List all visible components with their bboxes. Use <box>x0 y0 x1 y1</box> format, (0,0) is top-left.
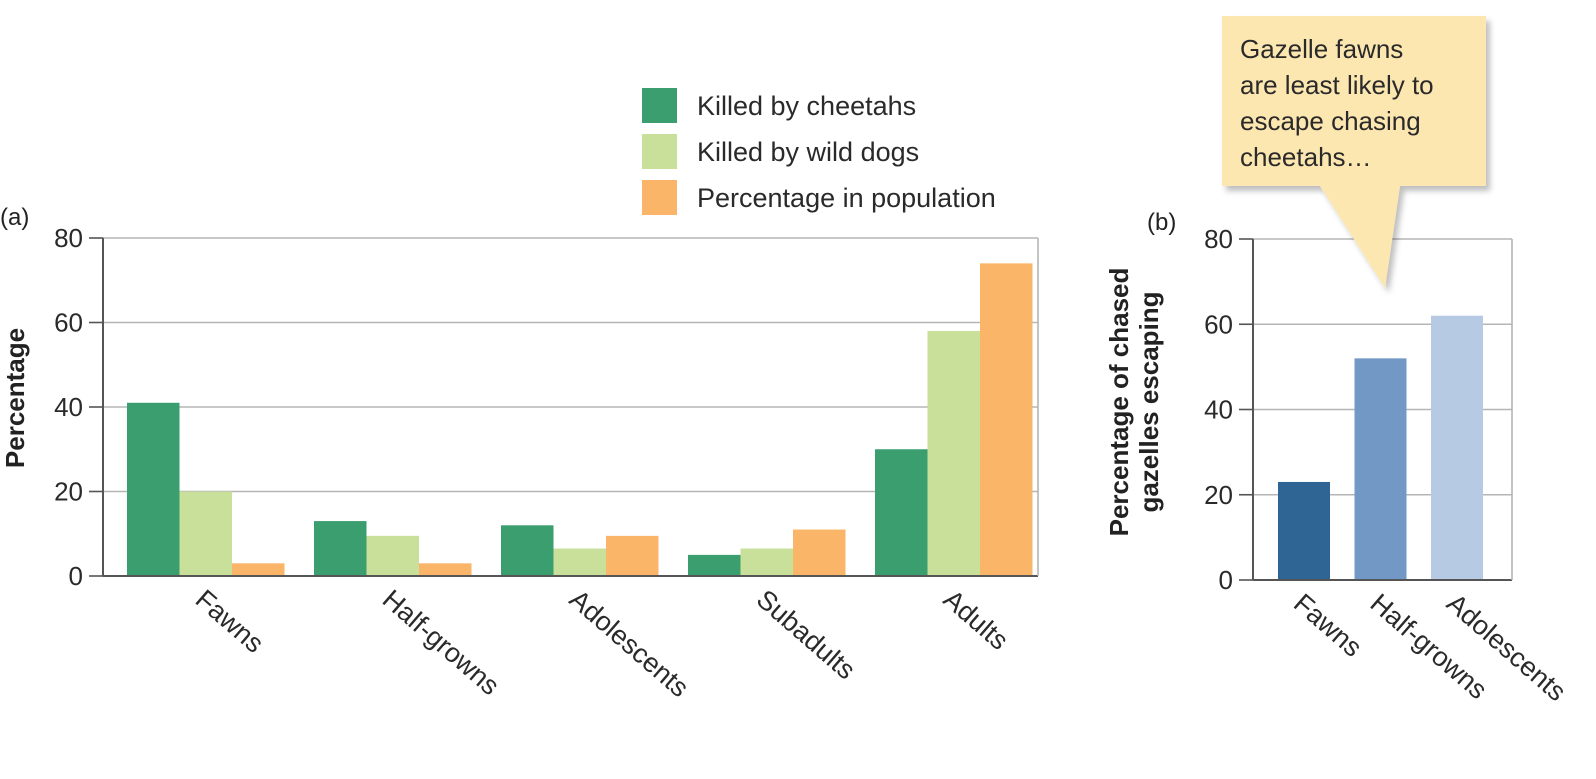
chart-b-y-axis-title-line-1: Percentage of chased <box>1104 268 1134 537</box>
chart-a-x-tick-label: Half-growns <box>377 584 505 701</box>
chart-a-y-axis-title: Percentage <box>0 328 30 468</box>
chart-a-bar <box>419 563 472 576</box>
chart-a-axes <box>89 237 1039 577</box>
chart-a-y-ticks: 0 20 40 60 80 <box>54 223 83 591</box>
chart-b: (b) 0 20 40 60 80 FawnsHalf-grownsAdolescent… <box>1104 16 1572 707</box>
chart-b-y-tick-label: 60 <box>1204 309 1233 339</box>
chart-b-y-tick-label: 0 <box>1219 565 1233 595</box>
panel-b-label: (b) <box>1147 209 1176 236</box>
chart-a-bar <box>553 548 606 576</box>
callout-annotation: Gazelle fawns are least likely to escape… <box>1222 16 1486 288</box>
chart-a-y-tick-label: 40 <box>54 392 83 422</box>
chart-a-x-ticks: Fawns Half-growns Adolescents Subadults Adul… <box>190 584 1014 703</box>
callout-bubble <box>1222 16 1486 288</box>
chart-a-bar <box>366 535 419 576</box>
chart-a-bar <box>980 263 1033 576</box>
chart-b-y-axis-title-line-2: gazelles escaping <box>1134 291 1164 512</box>
chart-b-y-tick-label: 20 <box>1204 480 1233 510</box>
chart-b-bar <box>1278 481 1330 580</box>
chart-a-bar <box>314 521 367 576</box>
chart-a-bar <box>606 535 659 576</box>
chart-a-bar <box>793 529 846 576</box>
chart-b-x-tick-label: Fawns <box>1288 588 1368 663</box>
chart-a-legend-swatch <box>642 88 677 123</box>
chart-b-y-axis-title: Percentage of chased gazelles escaping <box>1104 268 1164 537</box>
chart-a-y-tick-label: 60 <box>54 308 83 338</box>
callout-line-1: Gazelle fawns <box>1240 34 1403 64</box>
chart-a-x-tick-label: Fawns <box>190 584 270 659</box>
chart-a-legend: Killed by cheetahs Killed by wild dogs Per… <box>642 88 996 215</box>
panel-a-label: (a) <box>0 204 29 231</box>
chart-a-bar <box>127 402 180 576</box>
chart-b-y-ticks: 0 20 40 60 80 <box>1204 224 1233 595</box>
chart-a-legend-label: Percentage in population <box>697 183 996 213</box>
chart-b-y-tick-label: 80 <box>1204 224 1233 254</box>
chart-a-bar <box>927 330 980 576</box>
chart-b-axes <box>1239 238 1513 581</box>
chart-a-legend-label: Killed by wild dogs <box>697 137 919 167</box>
chart-a-y-tick-label: 0 <box>69 561 83 591</box>
chart-a-x-tick-label: Subadults <box>751 584 861 685</box>
chart-b-bar <box>1354 358 1407 580</box>
chart-b-bars <box>1278 315 1483 580</box>
chart-a-legend-label: Killed by cheetahs <box>697 91 916 121</box>
chart-a-y-tick-label: 80 <box>54 223 83 253</box>
chart-a-y-tick-label: 20 <box>54 477 83 507</box>
callout-line-3: escape chasing <box>1240 106 1421 136</box>
chart-a-bar <box>740 548 793 576</box>
chart-a-legend-swatch <box>642 134 677 169</box>
chart-a: (a) 0 20 40 60 80 Fawns Half-growns Adolescent… <box>0 88 1039 703</box>
chart-b-bar <box>1431 315 1483 580</box>
chart-a-legend-swatch <box>642 180 677 215</box>
chart-a-bar <box>875 449 928 576</box>
chart-a-bar <box>232 563 285 576</box>
chart-a-bar <box>179 491 232 576</box>
chart-b-y-tick-label: 40 <box>1204 395 1233 425</box>
chart-a-bars <box>127 263 1033 576</box>
chart-a-bar <box>501 525 554 576</box>
callout-line-4: cheetahs… <box>1240 142 1372 172</box>
chart-a-x-tick-label: Adults <box>938 584 1014 656</box>
chart-a-x-tick-label: Adolescents <box>564 584 695 703</box>
chart-a-bar <box>688 554 741 576</box>
callout-line-2: are least likely to <box>1240 70 1434 100</box>
